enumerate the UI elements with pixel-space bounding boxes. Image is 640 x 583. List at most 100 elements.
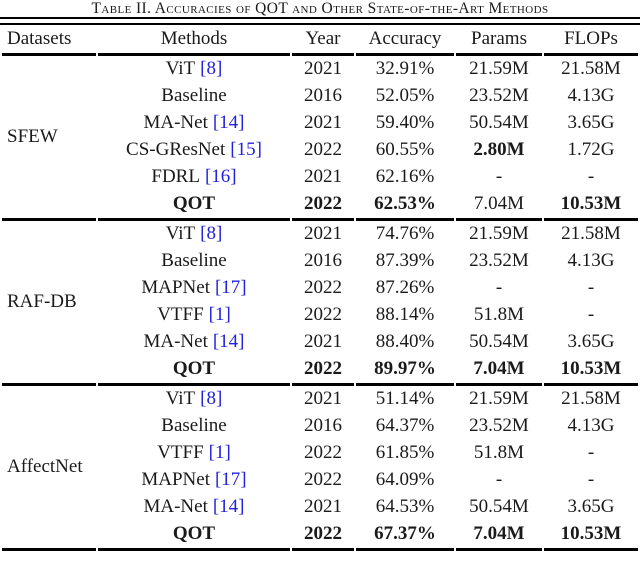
flops-cell: - — [587, 469, 595, 491]
table-row-qot: QOT 2022 62.53% 7.04M 10.53M — [2, 191, 638, 221]
params-cell: 51.8M — [473, 304, 525, 326]
year-cell: 2021 — [304, 223, 342, 245]
citation-link[interactable]: [14] — [212, 112, 245, 134]
method-cell: ViT [8] — [165, 388, 223, 410]
accuracy-cell: 52.05% — [375, 85, 435, 107]
column-header-accuracy: Accuracy — [356, 25, 454, 56]
year-cell: 2016 — [304, 85, 342, 107]
method-cell: VTFF [1] — [157, 442, 231, 464]
dataset-group-sfew: SFEW ViT [8] 2021 32.91% 21.59M 21.58M Ba… — [2, 56, 638, 221]
flops-cell: 3.65G — [567, 112, 615, 134]
method-cell: QOT — [98, 191, 290, 221]
citation-link[interactable]: [15] — [230, 139, 262, 161]
table-row: MA-Net [14] 2021 59.40% 50.54M 3.65G — [2, 110, 638, 137]
results-table: Datasets Methods Year Accuracy Params FL… — [0, 25, 640, 551]
accuracy-cell: 60.55% — [375, 139, 435, 161]
year-cell: 2022 — [304, 277, 342, 299]
flops-cell: 10.53M — [544, 191, 638, 221]
citation-link[interactable]: [8] — [200, 388, 223, 410]
year-cell: 2021 — [304, 166, 342, 188]
method-cell: MA-Net [14] — [143, 112, 245, 134]
table-row: MA-Net [14] 2021 88.40% 50.54M 3.65G — [2, 329, 638, 356]
column-header-methods: Methods — [98, 25, 290, 56]
year-cell: 2021 — [304, 388, 342, 410]
flops-cell: 3.65G — [567, 496, 615, 518]
citation-link[interactable]: [17] — [214, 277, 247, 299]
citation-link[interactable]: [14] — [212, 496, 245, 518]
table-row: SFEW ViT [8] 2021 32.91% 21.59M 21.58M — [2, 56, 638, 221]
citation-link[interactable]: [16] — [204, 166, 237, 188]
params-cell: - — [495, 469, 503, 491]
table-row: Baseline 2016 64.37% 23.52M 4.13G — [2, 413, 638, 440]
accuracy-cell: 61.85% — [375, 442, 435, 464]
header-row: Datasets Methods Year Accuracy Params FL… — [2, 25, 638, 56]
year-cell: 2021 — [304, 58, 342, 80]
accuracy-cell: 88.40% — [375, 331, 435, 353]
table-caption: Table II. Accuracies of QOT and Other St… — [91, 0, 549, 17]
citation-link[interactable]: [8] — [200, 223, 223, 245]
method-cell: VTFF [1] — [157, 304, 231, 326]
flops-cell: 21.58M — [561, 388, 621, 410]
year-cell: 2021 — [304, 331, 342, 353]
accuracy-cell: 64.09% — [375, 469, 435, 491]
table-row-qot: QOT 2022 67.37% 7.04M 10.53M — [2, 521, 638, 551]
column-header-params: Params — [456, 25, 542, 56]
params-cell: 51.8M — [473, 442, 525, 464]
method-cell: MA-Net [14] — [143, 496, 245, 518]
params-cell: 21.59M — [469, 223, 529, 245]
accuracy-cell: 62.16% — [375, 166, 435, 188]
citation-link[interactable]: [14] — [212, 331, 245, 353]
params-cell: 23.52M — [469, 250, 529, 272]
table-row: Baseline 2016 87.39% 23.52M 4.13G — [2, 248, 638, 275]
year-cell: 2022 — [304, 469, 342, 491]
flops-cell: 21.58M — [561, 223, 621, 245]
params-cell: 2.80M — [473, 139, 525, 161]
method-cell: ViT [8] — [165, 223, 223, 245]
table-row: MA-Net [14] 2021 64.53% 50.54M 3.65G — [2, 494, 638, 521]
accuracy-cell: 87.26% — [375, 277, 435, 299]
accuracy-cell: 59.40% — [375, 112, 435, 134]
table-row: MAPNet [17] 2022 87.26% - - — [2, 275, 638, 302]
params-cell: 50.54M — [469, 112, 529, 134]
method-cell: Baseline — [161, 415, 227, 437]
flops-cell: - — [587, 442, 595, 464]
method-cell: ViT [8] — [165, 58, 223, 80]
table-row: VTFF [1] 2022 88.14% 51.8M - — [2, 302, 638, 329]
params-cell: 7.04M — [456, 356, 542, 386]
flops-cell: 10.53M — [544, 356, 638, 386]
params-cell: 50.54M — [469, 496, 529, 518]
accuracy-cell: 74.76% — [375, 223, 435, 245]
citation-link[interactable]: [17] — [214, 469, 247, 491]
citation-link[interactable]: [1] — [208, 304, 231, 326]
year-cell: 2022 — [292, 521, 354, 551]
flops-cell: 4.13G — [567, 415, 615, 437]
params-cell: 7.04M — [456, 191, 542, 221]
table-row-qot: QOT 2022 89.97% 7.04M 10.53M — [2, 356, 638, 386]
accuracy-cell: 51.14% — [375, 388, 435, 410]
year-cell: 2016 — [304, 250, 342, 272]
method-cell: FDRL [16] — [151, 166, 237, 188]
accuracy-cell: 64.37% — [375, 415, 435, 437]
top-rule-thin — [0, 17, 640, 19]
flops-cell: 21.58M — [561, 58, 621, 80]
table-row: RAF-DB ViT [8] 2021 74.76% 21.59M 21.58M — [2, 221, 638, 386]
flops-cell: - — [587, 304, 595, 326]
citation-link[interactable]: [1] — [208, 442, 231, 464]
citation-link[interactable]: [8] — [200, 58, 223, 80]
top-rule-thick — [0, 22, 640, 25]
year-cell: 2022 — [292, 191, 354, 221]
method-cell: Baseline — [161, 85, 227, 107]
dataset-group-affectnet: AffectNet ViT [8] 2021 51.14% 21.59M 21.5… — [2, 386, 638, 551]
accuracy-cell: 62.53% — [356, 191, 454, 221]
params-cell: - — [495, 166, 503, 188]
flops-cell: 4.13G — [567, 250, 615, 272]
year-cell: 2022 — [304, 139, 342, 161]
flops-cell: 3.65G — [567, 331, 615, 353]
year-cell: 2016 — [304, 415, 342, 437]
params-cell: 50.54M — [469, 331, 529, 353]
method-cell: CS-GResNet [15] — [126, 139, 262, 161]
accuracy-cell: 32.91% — [375, 58, 435, 80]
accuracy-cell: 67.37% — [356, 521, 454, 551]
method-cell: QOT — [98, 356, 290, 386]
